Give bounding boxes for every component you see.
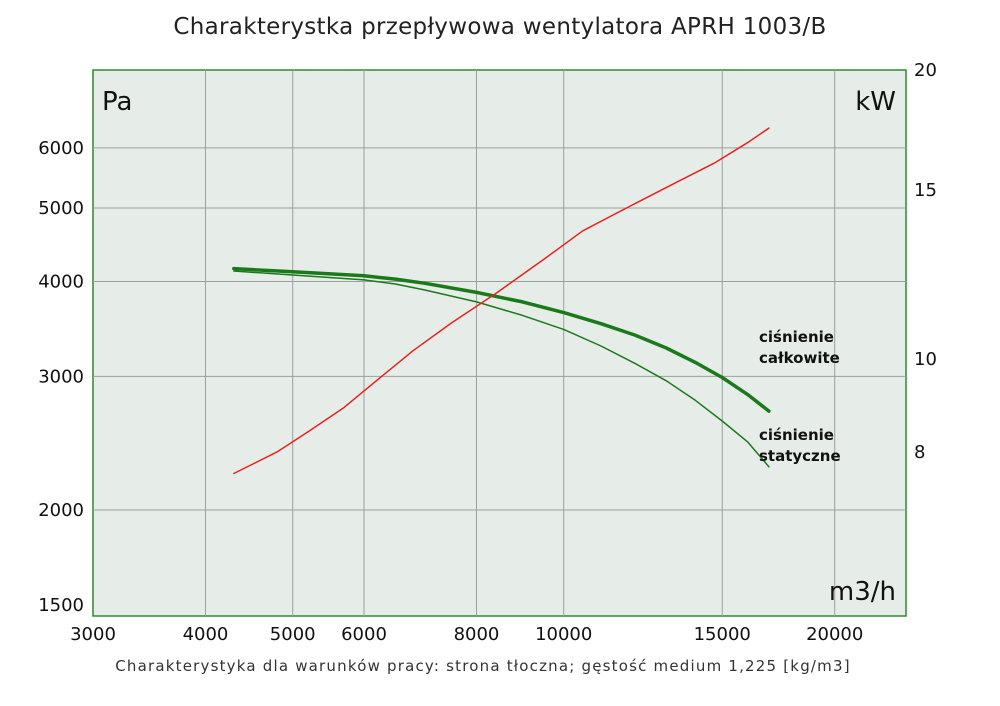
total-pressure-curve [232, 266, 771, 413]
x-tick-label: 15000 [694, 624, 751, 645]
y-axis-left-label: Pa [102, 87, 132, 117]
y-left-tick-label: 3000 [38, 366, 84, 387]
static-pressure-curve [233, 270, 770, 468]
series-label: statyczne [759, 447, 841, 465]
x-tick-label: 6000 [341, 624, 387, 645]
y-left-tick-label: 1500 [38, 595, 84, 616]
x-tick-label: 3000 [70, 624, 116, 645]
plot-area [92, 69, 907, 617]
x-tick-label: 4000 [183, 624, 229, 645]
curves [232, 127, 771, 475]
y-left-tick-label: 2000 [38, 500, 84, 521]
chart-title: Charakterystka przepływowa wentylatora A… [173, 14, 827, 40]
series-label: całkowite [759, 349, 840, 367]
x-axis-label: m3/h [829, 577, 896, 607]
series-label: ciśnienie [759, 426, 834, 444]
grid [93, 70, 906, 616]
tick-labels: 3000 4000 5000 6000 8000 10000 15000 20000 1500 2… [38, 60, 937, 645]
y-left-tick-label: 6000 [38, 138, 84, 159]
y-axis-right-label: kW [855, 87, 896, 117]
series-label: ciśnienie [759, 328, 834, 346]
y-left-tick-label: 4000 [38, 272, 84, 293]
power-curve [233, 127, 770, 475]
curve-labels: ciśnienie całkowite ciśnienie statyczne [759, 328, 841, 465]
x-tick-label: 5000 [270, 624, 316, 645]
y-right-tick-label: 8 [914, 442, 925, 463]
x-tick-label: 10000 [535, 624, 592, 645]
y-left-tick-label: 5000 [38, 198, 84, 219]
y-right-tick-label: 15 [914, 180, 937, 201]
y-right-tick-label: 10 [914, 349, 937, 370]
y-right-tick-label: 20 [914, 60, 937, 81]
footnote: Charakterystyka dla warunków pracy: stro… [115, 657, 851, 675]
x-tick-label: 20000 [806, 624, 863, 645]
x-tick-label: 8000 [454, 624, 500, 645]
